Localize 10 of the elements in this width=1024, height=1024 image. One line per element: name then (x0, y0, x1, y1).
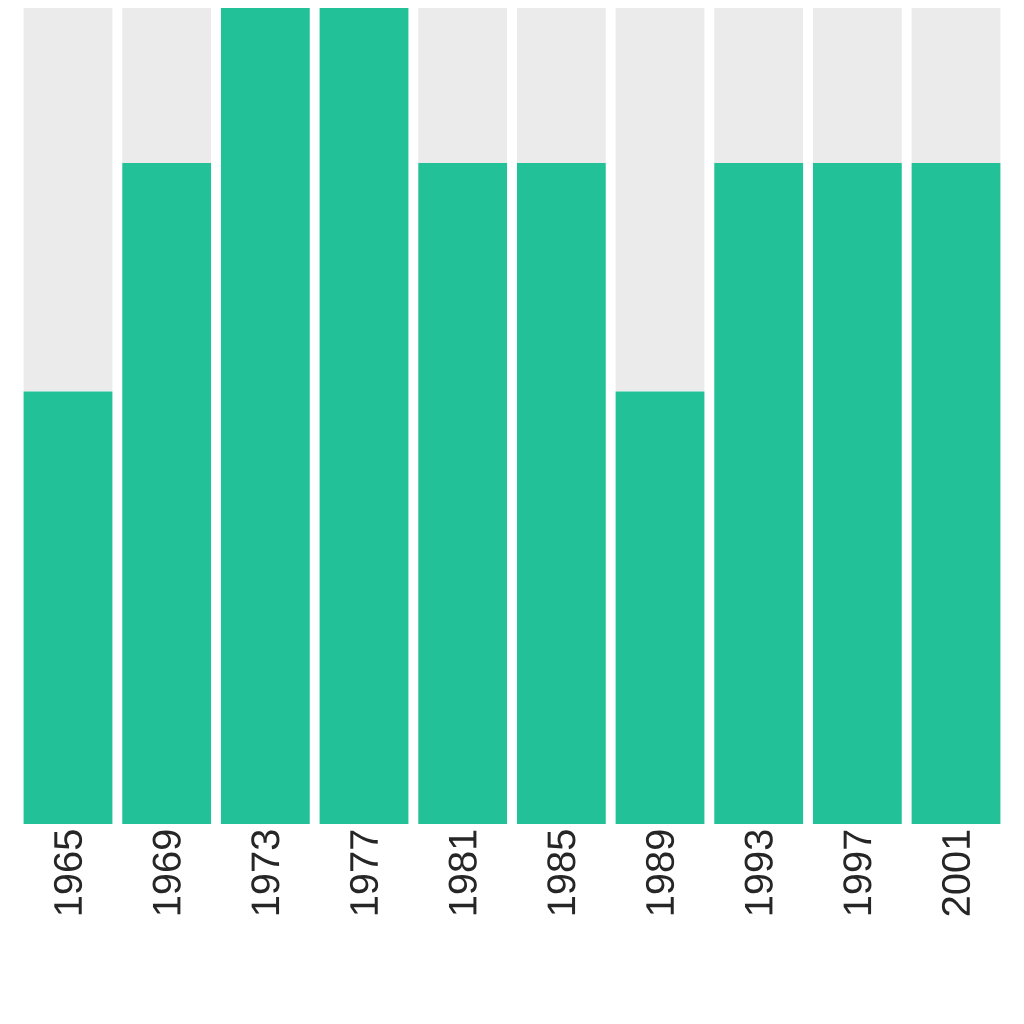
x-tick-label: 1981 (448, 830, 477, 915)
x-tick-label: 1993 (744, 830, 773, 915)
x-tick-label: 2001 (941, 830, 971, 916)
x-tick-label: 1969 (152, 830, 181, 915)
x-tick-label: 1997 (843, 830, 872, 915)
x-tick-label: 1985 (547, 830, 576, 915)
x-tick-label: 1977 (349, 830, 379, 915)
x-tick-label: 1965 (53, 830, 83, 915)
x-tick-label: 1973 (251, 830, 280, 915)
x-tick-label: 1989 (645, 830, 675, 915)
